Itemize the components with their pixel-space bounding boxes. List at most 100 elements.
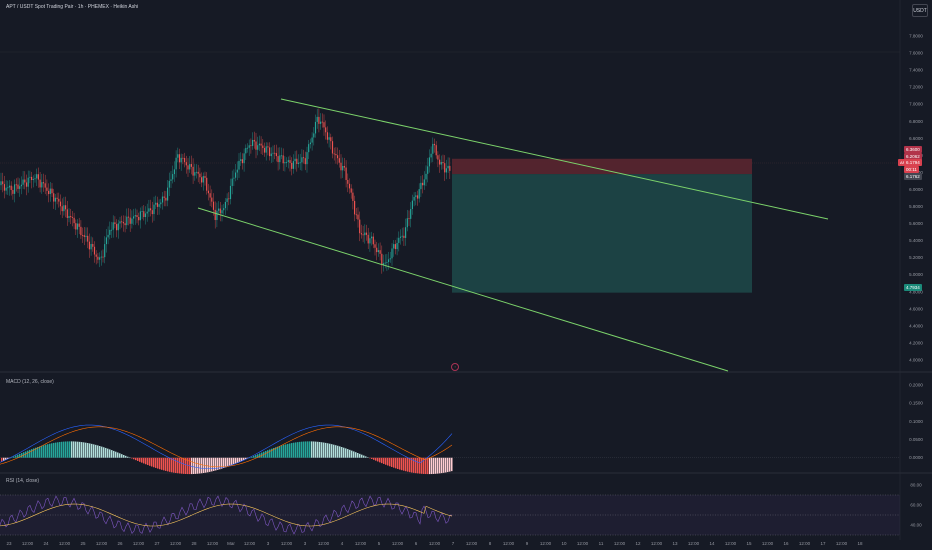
candle-body (156, 202, 158, 207)
candle-body (189, 164, 191, 170)
macd-histogram-bar (49, 443, 51, 458)
time-axis-label: 12:00 (22, 541, 34, 546)
macd-histogram-bar (27, 450, 29, 458)
entry-price-tag: 6.1762 (904, 173, 922, 180)
candle-body (51, 188, 53, 194)
candle-body (97, 256, 99, 260)
currency-button[interactable]: USDT (912, 4, 928, 17)
macd-histogram-bar (419, 457, 421, 474)
macd-histogram-bar (345, 448, 347, 458)
time-axis-label: 12:00 (318, 541, 330, 546)
macd-histogram-bar (103, 447, 105, 458)
macd-histogram-bar (439, 457, 441, 474)
candle-body (280, 155, 283, 157)
candle-body (112, 222, 114, 230)
macd-histogram-bar (51, 443, 53, 458)
macd-histogram-bar (133, 457, 135, 460)
macd-histogram-bar (29, 449, 31, 458)
macd-histogram-bar (87, 443, 89, 458)
symbol-title: APT / USDT Spot Trading Pair · 1h · PHEM… (6, 4, 139, 10)
macd-histogram-bar (261, 452, 263, 458)
candle-body (27, 177, 29, 187)
candle-body (245, 147, 247, 154)
macd-histogram-bar (61, 441, 63, 458)
candle-body (36, 174, 38, 179)
candle-body (435, 145, 437, 156)
time-axis-label: 12:00 (614, 541, 626, 546)
candle-body (365, 232, 368, 235)
candle-body (5, 187, 7, 191)
time-axis-label: 7 (452, 541, 455, 546)
macd-histogram-bar (287, 443, 289, 458)
macd-histogram-bar (387, 457, 389, 466)
candle-body (445, 168, 447, 173)
current-price-tag: 6.1794 (904, 159, 922, 166)
time-axis-label: 12:00 (503, 541, 515, 546)
macd-histogram-bar (313, 441, 315, 458)
rsi-line (0, 495, 453, 535)
time-axis-label: 12:00 (799, 541, 811, 546)
candle-body (224, 201, 226, 209)
candle-body (163, 196, 165, 198)
macd-histogram-bar (299, 441, 301, 458)
time-axis-label: 23 (6, 541, 12, 546)
candle-body (410, 209, 412, 219)
macd-axis-label: 0.1500 (909, 401, 923, 406)
macd-histogram-bar (187, 457, 189, 475)
macd-histogram-bar (259, 453, 261, 458)
macd-histogram-bar (165, 457, 167, 471)
macd-histogram-bar (329, 443, 331, 458)
candle-body (229, 185, 232, 200)
candle-body (63, 205, 65, 212)
candle-body (201, 177, 203, 183)
macd-histogram-bar (31, 449, 33, 458)
macd-histogram-bar (249, 457, 251, 459)
candle-body (314, 121, 317, 134)
candle-body (136, 215, 138, 218)
candle-body (100, 256, 102, 258)
candle-body (49, 188, 51, 195)
candle-body (253, 139, 255, 142)
macd-histogram-bar (323, 442, 325, 458)
candle-body (248, 145, 250, 148)
macd-histogram-bar (437, 457, 439, 474)
macd-label: MACD (12, 26, close) (6, 379, 54, 385)
candle-body (287, 160, 289, 162)
macd-histogram-bar (305, 441, 307, 458)
macd-histogram-bar (65, 441, 67, 458)
countdown-tag: 00:11 (904, 166, 919, 173)
candle-body (364, 232, 366, 236)
candle-body (262, 145, 264, 149)
candle-body (255, 141, 257, 150)
candle-body (338, 158, 340, 163)
time-axis-label: 26 (117, 541, 123, 546)
macd-histogram-bar (265, 450, 267, 458)
macd-histogram-bar (349, 449, 351, 458)
macd-histogram-bar (35, 447, 37, 458)
candle-body (3, 184, 5, 191)
macd-histogram-bar (343, 447, 345, 458)
macd-histogram-bar (141, 457, 143, 463)
candle-body (8, 185, 11, 188)
candle-body (347, 179, 349, 184)
time-axis-label: 12 (635, 541, 641, 546)
macd-histogram-bar (157, 457, 159, 469)
macd-histogram-bar (41, 445, 43, 458)
macd-histogram-bar (191, 457, 193, 475)
candle-body (408, 218, 410, 220)
candle-body (308, 144, 310, 153)
macd-histogram-bar (321, 442, 323, 458)
candle-body (150, 208, 152, 211)
macd-histogram-bar (441, 457, 443, 474)
macd-histogram-bar (251, 456, 253, 458)
macd-axis-label: 0.0000 (909, 455, 923, 460)
alert-icon[interactable]: ! (451, 363, 459, 371)
macd-histogram-bar (351, 450, 353, 458)
macd-histogram-bar (219, 457, 221, 470)
candle-body (246, 147, 249, 149)
candle-body (326, 132, 328, 140)
price-axis-label: 7.2000 (909, 85, 923, 90)
macd-histogram-bar (381, 457, 383, 464)
